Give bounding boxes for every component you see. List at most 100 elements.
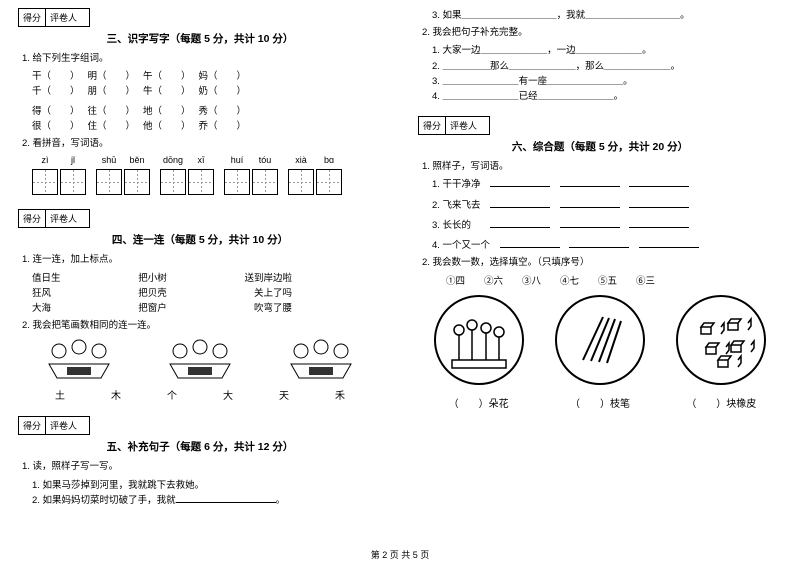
tianzige [188, 169, 214, 195]
score-left: 得分 [19, 9, 46, 26]
sec4-title: 四、连一连（每题 5 分，共计 10 分） [18, 232, 382, 247]
c: 午（ ） [143, 69, 191, 84]
sec4-pair3: 大海把窗户吹弯了腰 [32, 301, 292, 316]
score-box-sec4: 得分 评卷人 [18, 209, 90, 228]
sec6-r2: 2. 飞来飞去 [432, 198, 782, 213]
tianzige [224, 169, 250, 195]
label-flowers: （ ）朵花 [449, 395, 509, 410]
sec3-row2: 千（ ） 朋（ ） 牛（ ） 奶（ ） [32, 84, 382, 99]
sec6-r3: 3. 长长的 [432, 218, 782, 233]
py: xià [295, 155, 307, 167]
ch: 禾 [335, 387, 345, 402]
py: tóu [259, 155, 272, 167]
img-erasers: （ ）块橡皮 [676, 295, 766, 410]
sec5-s1: 1. 如果马莎掉到河里，我就跳下去救她。 [32, 478, 382, 493]
sec3-title: 三、识字写字（每题 5 分，共计 10 分） [18, 31, 382, 46]
c: 明（ ） [88, 69, 136, 84]
tianzige [316, 169, 342, 195]
py: zì [41, 155, 48, 167]
sec5-title: 五、补充句子（每题 6 分，共计 12 分） [18, 439, 382, 454]
sec3-row1: 干（ ） 明（ ） 午（ ） 妈（ ） [32, 69, 382, 84]
c: 得（ ） [32, 104, 80, 119]
score-right: 评卷人 [46, 9, 81, 26]
top-s2: 2. ＿＿＿＿＿那么＿＿＿＿＿＿＿，那么＿＿＿＿＿＿＿。 [432, 59, 782, 74]
top-s3: 3. ＿＿＿＿＿＿＿＿有一座＿＿＿＿＿＿＿＿。 [432, 74, 782, 89]
sec5-s2: 2. 如果妈妈切菜时切破了手，我就。 [32, 493, 382, 508]
pencils-icon [565, 305, 635, 375]
sec3-q1: 1. 给下列生字组词。 [22, 52, 382, 66]
erasers-icon [686, 305, 756, 375]
sec6-r4: 4. 一个又一个 [432, 238, 782, 253]
score-left: 得分 [419, 117, 446, 134]
sec6-title: 六、综合题（每题 5 分，共计 20 分） [418, 139, 782, 154]
sec3-row4: 很（ ） 住（ ） 他（ ） 乔（ ） [32, 119, 382, 134]
img-row: （ ）朵花 （ ）枝笔 [418, 295, 782, 410]
sec4-q1: 1. 连一连，加上标点。 [22, 253, 382, 267]
sec6-opts: ①四 ②六 ③八 ④七 ⑤五 ⑥三 [446, 273, 782, 287]
ch: 大 [223, 387, 233, 402]
flowers-icon [444, 305, 514, 375]
flower-pot-icon [39, 339, 119, 381]
py: bɑ [324, 155, 334, 167]
c: 朋（ ） [88, 84, 136, 99]
page-footer: 第 2 页 共 5 页 [0, 548, 800, 561]
flower-pot-icon [281, 339, 361, 381]
label-erasers: （ ）块橡皮 [686, 395, 756, 410]
score-right: 评卷人 [46, 417, 81, 434]
c: 牛（ ） [143, 84, 191, 99]
c: 地（ ） [143, 104, 191, 119]
ch: 个 [167, 387, 177, 402]
c: 往（ ） [88, 104, 136, 119]
img-flowers: （ ）朵花 [434, 295, 524, 410]
flower-row [18, 339, 382, 381]
score-box-sec6: 得分 评卷人 [418, 116, 490, 135]
py: shū [102, 155, 117, 167]
score-box-sec5: 得分 评卷人 [18, 416, 90, 435]
sec6-q2: 2. 我会数一数，选择填空。（只填序号） [422, 256, 782, 270]
tianzige [288, 169, 314, 195]
left-column: 得分 评卷人 三、识字写字（每题 5 分，共计 10 分） 1. 给下列生字组词… [0, 0, 400, 565]
py: huí [231, 155, 244, 167]
score-right: 评卷人 [46, 210, 81, 227]
tianzige [124, 169, 150, 195]
sec5-q1: 1. 读，照样子写一写。 [22, 460, 382, 474]
c: 妈（ ） [199, 69, 247, 84]
ch: 天 [279, 387, 289, 402]
tianzige [32, 169, 58, 195]
score-left: 得分 [19, 210, 46, 227]
c: 奶（ ） [199, 84, 247, 99]
right-column: 3. 如果＿＿＿＿＿＿＿＿＿＿，我就＿＿＿＿＿＿＿＿＿＿。 2. 我会把句子补充… [400, 0, 800, 565]
c: 干（ ） [32, 69, 80, 84]
sec6-q1: 1. 照样子，写词语。 [422, 160, 782, 174]
char-row: 土 木 个 大 天 禾 [32, 387, 368, 402]
c: 秀（ ） [199, 104, 247, 119]
c: 乔（ ） [199, 119, 247, 134]
py: dōng [163, 155, 183, 167]
top-q2: 2. 我会把句子补充完整。 [422, 26, 782, 40]
py: xī [197, 155, 204, 167]
score-left: 得分 [19, 417, 46, 434]
sec4-q2: 2. 我会把笔画数相同的连一连。 [22, 319, 382, 333]
tianzige [252, 169, 278, 195]
py: běn [129, 155, 144, 167]
tianzige [60, 169, 86, 195]
sec6-r1: 1. 干干净净 [432, 177, 782, 192]
flower-pot-icon [160, 339, 240, 381]
pinyin-row: zì jǐ shū běn dōng xī huí tóu xià bɑ [32, 155, 382, 195]
top-s4: 4. ＿＿＿＿＿＿＿＿已经＿＿＿＿＿＿＿＿。 [432, 89, 782, 104]
top-l1: 3. 如果＿＿＿＿＿＿＿＿＿＿，我就＿＿＿＿＿＿＿＿＿＿。 [432, 8, 782, 23]
page-root: 得分 评卷人 三、识字写字（每题 5 分，共计 10 分） 1. 给下列生字组词… [0, 0, 800, 565]
c: 他（ ） [143, 119, 191, 134]
py: jǐ [71, 155, 75, 167]
ch: 木 [111, 387, 121, 402]
label-pencils: （ ）枝笔 [570, 395, 630, 410]
score-right: 评卷人 [446, 117, 481, 134]
sec3-q2: 2. 看拼音，写词语。 [22, 137, 382, 151]
img-pencils: （ ）枝笔 [555, 295, 645, 410]
sec4-pair2: 狂风把贝壳关上了吗 [32, 286, 292, 301]
c: 很（ ） [32, 119, 80, 134]
top-s1: 1. 大家一边＿＿＿＿＿＿＿，一边＿＿＿＿＿＿＿。 [432, 43, 782, 58]
sec4-pair1: 值日生把小树送到岸边啦 [32, 271, 292, 286]
sec3-row3: 得（ ） 往（ ） 地（ ） 秀（ ） [32, 104, 382, 119]
tianzige [96, 169, 122, 195]
